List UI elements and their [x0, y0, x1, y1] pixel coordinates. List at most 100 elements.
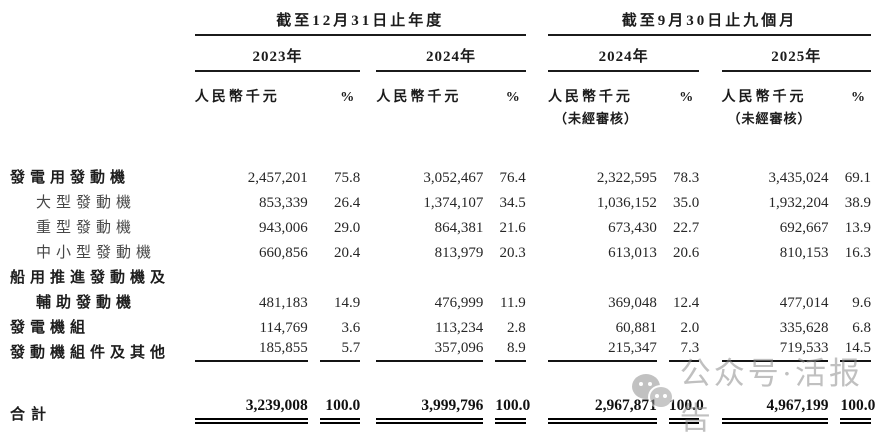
amount-cell: 853,339 — [258, 195, 308, 211]
percent-cell: 69.1 — [844, 170, 871, 186]
amount-cell: 481,183 — [258, 295, 308, 311]
unaudited-note-row: （未經審核） （未經審核） — [8, 106, 871, 132]
percent-cell: 78.3 — [673, 170, 700, 186]
percent-cell: 14.5 — [840, 340, 871, 362]
percent-cell: 75.8 — [333, 170, 361, 186]
unit-header: 人民幣千元 — [721, 90, 807, 105]
year-header-2024fy: 2024年 — [376, 35, 526, 72]
percent-cell: 14.9 — [333, 295, 361, 311]
percent-cell: 20.4 — [333, 245, 361, 261]
amount-cell: 813,979 — [434, 245, 484, 261]
table-row-engine-components: 發動機組件及其他 185,855 5.7 357,096 8.9 215,347… — [8, 337, 871, 362]
table-row-large-engines: 大型發動機 853,339 26.4 1,374,107 34.5 1,036,… — [8, 187, 871, 212]
unaudited-note: （未經審核） — [727, 111, 812, 126]
table-row-heavy-engines: 重型發動機 943,006 29.0 864,381 21.6 673,430 … — [8, 212, 871, 237]
period-group-header-fy: 截至12月31日止年度 — [194, 0, 526, 36]
percent-cell: 13.9 — [844, 220, 871, 236]
row-label: 發電機組 — [10, 320, 91, 336]
percent-header: % — [505, 90, 520, 105]
amount-cell: 864,381 — [434, 220, 484, 236]
row-label: 重型發動機 — [36, 220, 137, 236]
percent-cell: 2.0 — [680, 320, 700, 336]
row-label: 船用推進發動機及 — [10, 270, 171, 286]
unit-header-row: 人民幣千元 % 人民幣千元 % 人民幣千元 % 人民幣千元 % — [8, 71, 871, 106]
percent-cell: 20.3 — [499, 245, 526, 261]
amount-cell: 2,457,201 — [247, 170, 308, 186]
amount-cell: 660,856 — [258, 245, 308, 261]
percent-cell: 7.3 — [668, 340, 700, 362]
percent-cell: 11.9 — [500, 295, 526, 311]
total-percent-cell: 100.0 — [319, 397, 361, 424]
row-label: 中小型發動機 — [36, 245, 157, 261]
period-group-header-9m: 截至9月30日止九個月 — [547, 0, 871, 36]
table-row-power-gen-engines: 發電用發動機 2,457,201 75.8 3,052,467 76.4 2,3… — [8, 162, 871, 187]
amount-cell: 113,234 — [435, 320, 484, 336]
amount-cell: 1,036,152 — [596, 195, 657, 211]
percent-cell: 8.9 — [495, 340, 526, 362]
unit-header: 人民幣千元 — [194, 90, 280, 105]
percent-cell: 35.0 — [673, 195, 700, 211]
amount-cell: 1,374,107 — [423, 195, 484, 211]
row-label: 大型發動機 — [36, 195, 137, 211]
table-row-marine-propulsion-line1: 船用推進發動機及 — [8, 262, 871, 287]
amount-cell: 2,322,595 — [596, 170, 657, 186]
percent-cell: 16.3 — [844, 245, 871, 261]
amount-cell: 185,855 — [194, 340, 308, 362]
total-percent-cell: 100.0 — [840, 397, 875, 424]
total-percent-cell: 100.0 — [495, 397, 530, 424]
percent-cell: 20.6 — [673, 245, 700, 261]
amount-cell: 810,153 — [779, 245, 829, 261]
unaudited-note — [376, 106, 525, 132]
year-header-row: 2023年 2024年 2024年 2025年 — [8, 35, 871, 72]
total-amount-cell: 2,967,871 — [547, 397, 657, 424]
table-row-total: 合計 3,239,008 100.0 3,999,796 100.0 2,967… — [8, 388, 875, 424]
unaudited-note — [195, 106, 361, 132]
unit-header: 人民幣千元 — [547, 90, 633, 105]
percent-header: % — [340, 90, 355, 105]
total-row-label: 合計 — [10, 407, 53, 423]
table-row-auxiliary-engines: 輔助發動機 481,183 14.9 476,999 11.9 369,048 … — [8, 287, 871, 312]
amount-cell: 476,999 — [434, 295, 484, 311]
amount-cell: 215,347 — [547, 340, 657, 362]
total-amount-cell: 3,999,796 — [376, 397, 484, 424]
percent-cell: 38.9 — [844, 195, 871, 211]
percent-cell: 26.4 — [333, 195, 361, 211]
amount-cell: 1,932,204 — [768, 195, 829, 211]
percent-cell: 9.6 — [852, 295, 871, 311]
period-group-row: 截至12月31日止年度 截至9月30日止九個月 — [8, 0, 871, 36]
table-row-generator-sets: 發電機組 114,769 3.6 113,234 2.8 60,881 2.0 … — [8, 312, 871, 337]
revenue-breakdown-table: 截至12月31日止年度 截至9月30日止九個月 2023年 2024年 2024… — [8, 0, 875, 424]
table-row-small-medium-engines: 中小型發動機 660,856 20.4 813,979 20.3 613,013… — [8, 237, 871, 262]
total-percent-cell: 100.0 — [668, 397, 704, 424]
percent-cell: 12.4 — [673, 295, 700, 311]
percent-cell: 2.8 — [506, 320, 526, 336]
percent-cell: 5.7 — [319, 340, 361, 362]
year-header-2024-9m: 2024年 — [547, 35, 700, 72]
percent-header: % — [851, 90, 865, 105]
amount-cell: 357,096 — [376, 340, 484, 362]
amount-cell: 477,014 — [779, 295, 829, 311]
amount-cell: 114,769 — [259, 320, 308, 336]
year-header-2025-9m: 2025年 — [721, 35, 871, 72]
amount-cell: 613,013 — [608, 245, 657, 261]
row-label: 輔助發動機 — [36, 295, 137, 311]
percent-header: % — [679, 90, 694, 105]
percent-cell: 29.0 — [333, 220, 361, 236]
amount-cell: 3,052,467 — [423, 170, 484, 186]
amount-cell: 673,430 — [608, 220, 657, 236]
amount-cell: 692,667 — [779, 220, 829, 236]
year-header-2023: 2023年 — [194, 35, 361, 72]
amount-cell: 3,435,024 — [768, 170, 829, 186]
percent-cell: 21.6 — [499, 220, 526, 236]
row-label: 發電用發動機 — [10, 170, 131, 186]
amount-cell: 943,006 — [258, 220, 308, 236]
amount-cell: 335,628 — [779, 320, 829, 336]
percent-cell: 22.7 — [673, 220, 700, 236]
unit-header: 人民幣千元 — [376, 90, 462, 105]
total-amount-cell: 4,967,199 — [721, 397, 829, 424]
amount-cell: 369,048 — [608, 295, 657, 311]
percent-cell: 6.8 — [852, 320, 871, 336]
percent-cell: 76.4 — [499, 170, 526, 186]
amount-cell: 719,533 — [721, 340, 829, 362]
percent-cell: 34.5 — [499, 195, 526, 211]
